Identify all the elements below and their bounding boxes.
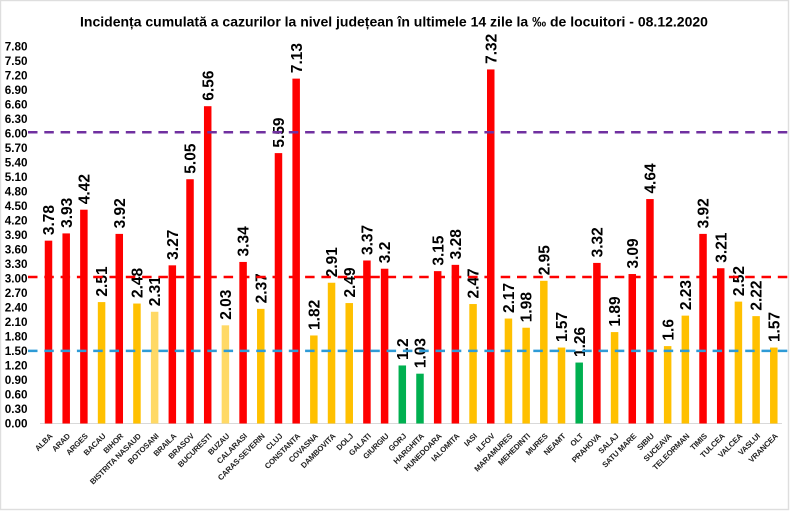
svg-text:3.78: 3.78 [41, 205, 58, 236]
svg-text:5.05: 5.05 [183, 143, 200, 174]
svg-text:2.31: 2.31 [147, 276, 164, 307]
svg-text:3.92: 3.92 [696, 198, 713, 228]
svg-text:0.90: 0.90 [5, 374, 28, 387]
svg-text:1.50: 1.50 [5, 345, 28, 358]
svg-text:4.20: 4.20 [5, 215, 28, 228]
svg-text:3.2: 3.2 [377, 242, 394, 264]
svg-text:3.09: 3.09 [625, 238, 642, 269]
svg-text:1.98: 1.98 [519, 292, 536, 323]
svg-text:2.95: 2.95 [536, 245, 553, 276]
svg-text:1.82: 1.82 [306, 300, 323, 330]
svg-text:3.34: 3.34 [236, 226, 253, 257]
svg-text:7.80: 7.80 [5, 40, 28, 53]
svg-text:7.13: 7.13 [289, 43, 306, 74]
svg-text:3.00: 3.00 [5, 273, 28, 286]
svg-text:1.03: 1.03 [413, 338, 430, 369]
svg-text:3.93: 3.93 [59, 197, 76, 228]
svg-text:3.28: 3.28 [448, 229, 465, 260]
svg-text:1.2: 1.2 [395, 338, 412, 360]
svg-text:2.23: 2.23 [678, 280, 695, 311]
svg-text:1.89: 1.89 [607, 296, 624, 327]
svg-text:4.42: 4.42 [76, 174, 93, 204]
svg-text:1.20: 1.20 [5, 360, 28, 373]
svg-text:7.32: 7.32 [483, 34, 500, 64]
svg-text:2.49: 2.49 [342, 267, 359, 298]
svg-text:6.60: 6.60 [5, 99, 28, 112]
svg-text:2.52: 2.52 [731, 266, 748, 296]
svg-text:0.30: 0.30 [5, 403, 28, 416]
svg-text:2.91: 2.91 [324, 247, 341, 278]
svg-text:0.60: 0.60 [5, 389, 28, 402]
svg-text:1.26: 1.26 [572, 327, 589, 358]
svg-text:2.48: 2.48 [130, 267, 147, 298]
svg-text:2.40: 2.40 [5, 302, 28, 315]
svg-text:3.15: 3.15 [430, 235, 447, 266]
svg-text:Incidența cumulată a cazurilor: Incidența cumulată a cazurilor la nivel … [80, 14, 708, 30]
svg-text:3.21: 3.21 [713, 232, 730, 263]
svg-text:4.64: 4.64 [643, 163, 660, 194]
svg-text:7.50: 7.50 [5, 55, 28, 68]
svg-text:2.10: 2.10 [5, 316, 28, 329]
svg-text:3.27: 3.27 [165, 230, 182, 260]
svg-text:3.37: 3.37 [360, 225, 377, 255]
svg-text:2.03: 2.03 [218, 289, 235, 320]
svg-text:3.92: 3.92 [112, 198, 129, 228]
svg-text:3.30: 3.30 [5, 258, 28, 271]
svg-text:2.17: 2.17 [501, 283, 518, 313]
svg-text:6.00: 6.00 [5, 128, 28, 141]
svg-text:1.6: 1.6 [660, 319, 677, 341]
svg-text:1.57: 1.57 [554, 312, 571, 342]
svg-text:2.70: 2.70 [5, 287, 28, 300]
svg-text:3.90: 3.90 [5, 229, 28, 242]
svg-text:5.70: 5.70 [5, 142, 28, 155]
svg-text:6.90: 6.90 [5, 84, 28, 97]
svg-text:2.37: 2.37 [253, 273, 270, 303]
svg-text:6.56: 6.56 [200, 70, 217, 101]
svg-text:5.10: 5.10 [5, 171, 28, 184]
svg-text:7.20: 7.20 [5, 69, 28, 82]
svg-text:1.80: 1.80 [5, 331, 28, 344]
svg-text:4.80: 4.80 [5, 186, 28, 199]
svg-text:2.22: 2.22 [749, 280, 766, 310]
svg-text:5.40: 5.40 [5, 157, 28, 170]
svg-text:4.50: 4.50 [5, 200, 28, 213]
svg-text:1.57: 1.57 [766, 312, 783, 342]
svg-text:6.30: 6.30 [5, 113, 28, 126]
svg-text:0.00: 0.00 [5, 418, 28, 431]
svg-text:3.32: 3.32 [589, 227, 606, 257]
svg-text:2.51: 2.51 [94, 266, 111, 297]
svg-text:3.60: 3.60 [5, 244, 28, 257]
svg-text:2.47: 2.47 [466, 268, 483, 298]
